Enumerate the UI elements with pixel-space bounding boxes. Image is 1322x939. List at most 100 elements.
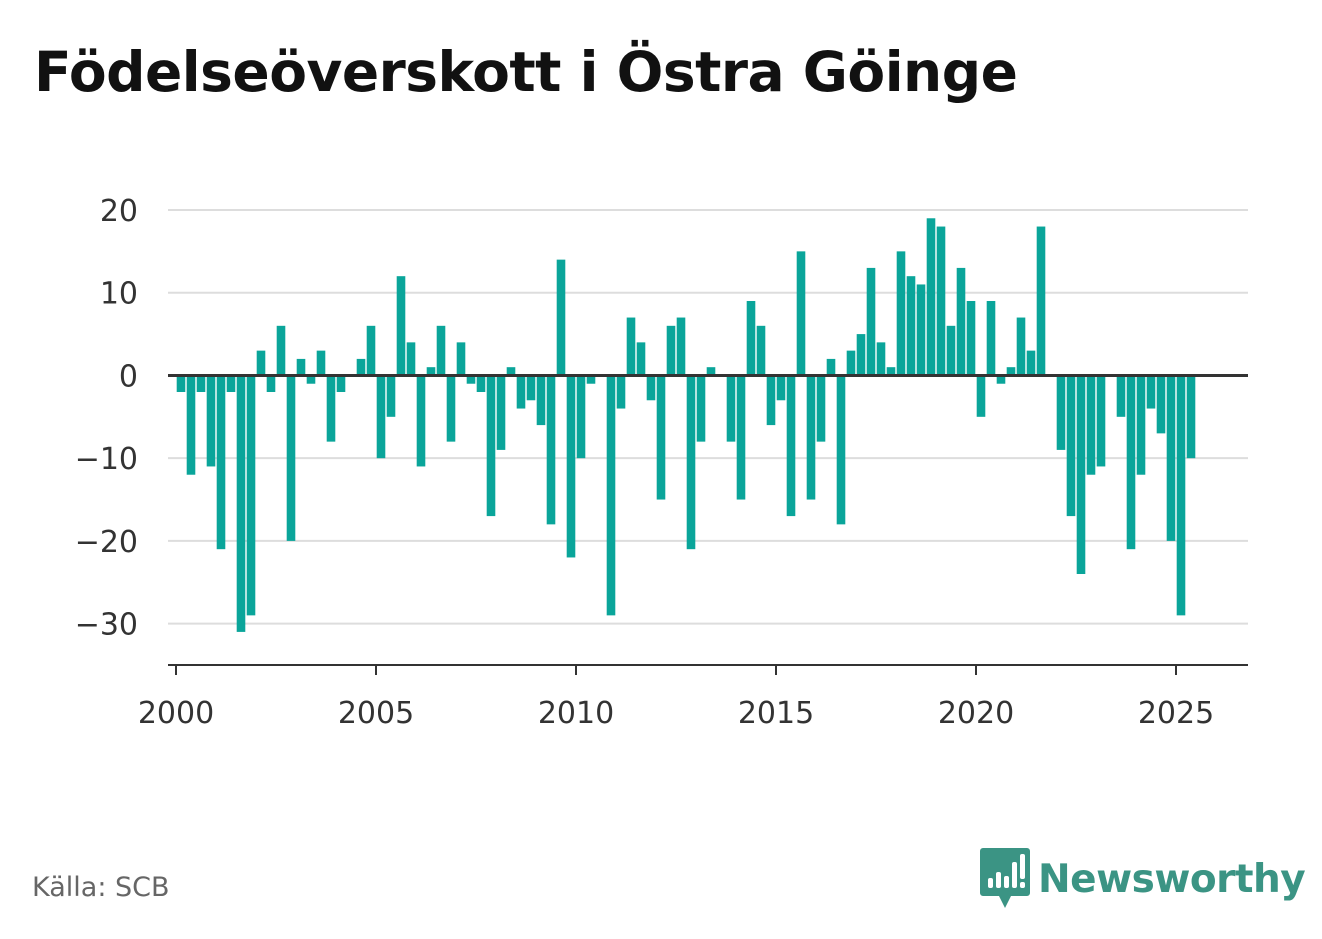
bar [316, 350, 326, 376]
bar [556, 259, 566, 376]
brand-logo[interactable]: Newsworthy [980, 848, 1306, 910]
bar [206, 375, 216, 467]
bar [476, 375, 486, 392]
bar [236, 375, 246, 632]
bar [896, 251, 906, 376]
bar [626, 317, 636, 376]
bar [1076, 375, 1086, 574]
newsworthy-logo-icon [980, 848, 1030, 908]
bar [336, 375, 346, 392]
bar [826, 358, 836, 376]
x-tick-label: 2000 [138, 696, 214, 731]
y-tick-label: 20 [100, 194, 138, 229]
bar [986, 301, 996, 376]
y-tick-label: 0 [119, 359, 138, 394]
bar [886, 367, 896, 376]
bar [356, 358, 366, 376]
bar [1036, 226, 1046, 376]
bar [516, 375, 526, 409]
bar [906, 276, 916, 376]
bar [326, 375, 336, 442]
bar [536, 375, 546, 426]
bar [1096, 375, 1106, 467]
bar [196, 375, 206, 392]
bar [776, 375, 786, 401]
bar [976, 375, 986, 417]
bar [926, 218, 936, 376]
bar [1186, 375, 1196, 459]
x-axis: 2000 2005 2010 2015 2020 2025 [138, 664, 1248, 731]
x-tick-label: 2020 [938, 696, 1014, 731]
bar [806, 375, 816, 500]
bar [1166, 375, 1176, 541]
x-tick-label: 2015 [738, 696, 814, 731]
bar [506, 367, 516, 376]
bar [1086, 375, 1096, 475]
bar [526, 375, 536, 401]
bar [176, 375, 186, 392]
bar [636, 342, 646, 376]
bar [446, 375, 456, 442]
bar [766, 375, 776, 426]
bar [696, 375, 706, 442]
bar [746, 301, 756, 376]
bars [176, 218, 1196, 632]
bar [606, 375, 616, 616]
bar [1066, 375, 1076, 517]
y-axis-ticks: 20 10 0 −10 −20 −30 [75, 194, 138, 643]
bar [376, 375, 386, 459]
bar [1016, 317, 1026, 376]
bar [726, 375, 736, 442]
bar [226, 375, 236, 392]
bar [586, 375, 596, 384]
y-tick-label: −20 [75, 525, 138, 560]
bar [1026, 350, 1036, 376]
bar [1006, 367, 1016, 376]
source-label: Källa: SCB [32, 872, 170, 903]
bar [406, 342, 416, 376]
bar [796, 251, 806, 376]
bar [756, 325, 766, 376]
brand-name: Newsworthy [1038, 856, 1306, 902]
bar [566, 375, 576, 558]
bar [856, 334, 866, 376]
x-tick-label: 2025 [1138, 696, 1214, 731]
bar [656, 375, 666, 500]
bar [276, 325, 286, 376]
bar [816, 375, 826, 442]
y-tick-label: 10 [100, 277, 138, 312]
bar [616, 375, 626, 409]
y-tick-label: −30 [75, 608, 138, 643]
bar [486, 375, 496, 517]
bar [576, 375, 586, 459]
bar [946, 325, 956, 376]
bar [1146, 375, 1156, 409]
x-tick-label: 2005 [338, 696, 414, 731]
bar [266, 375, 276, 392]
y-tick-label: −10 [75, 442, 138, 477]
bar [246, 375, 256, 616]
chart-title: Födelseöverskott i Östra Göinge [34, 40, 1018, 104]
bar [836, 375, 846, 525]
bar [496, 375, 506, 450]
bar [646, 375, 656, 401]
bar [186, 375, 196, 475]
bar [1126, 375, 1136, 550]
bar [286, 375, 296, 541]
x-tick-label: 2010 [538, 696, 614, 731]
bar [386, 375, 396, 417]
bar [876, 342, 886, 376]
bar [456, 342, 466, 376]
bar [736, 375, 746, 500]
bar [366, 325, 376, 376]
bar [1136, 375, 1146, 475]
bar [426, 367, 436, 376]
bar [786, 375, 796, 517]
bar [396, 276, 406, 376]
bar [846, 350, 856, 376]
bar [296, 358, 306, 376]
bar [956, 267, 966, 376]
bar [996, 375, 1006, 384]
bar [546, 375, 556, 525]
